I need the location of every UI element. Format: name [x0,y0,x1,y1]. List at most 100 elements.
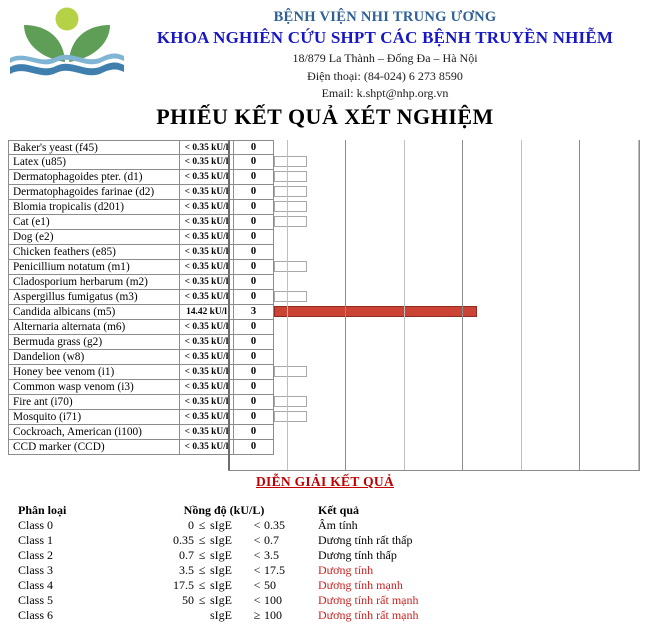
result-label: Dương tính rất mạnh [318,593,419,607]
concentration-cell: < 0.35 kU/l [180,245,234,260]
lower-bound: 50 [182,593,194,607]
table-row: Cockroach, American (i100) < 0.35 kU/l 0 [8,425,640,440]
class-cell: 0 [234,425,274,440]
result-bar [274,396,307,407]
upper-operator: < [253,533,261,547]
analyte-label: sIgE [210,548,232,562]
lower-bound: 17.5 [173,578,194,592]
class-cell: 0 [234,440,274,455]
table-row: CCD marker (CCD) < 0.35 kU/l 0 [8,440,640,455]
table-row: Penicillium notatum (m1) < 0.35 kU/l 0 [8,260,640,275]
concentration-cell: < 0.35 kU/l [180,200,234,215]
allergen-name-cell: Common wasp venom (i3) [8,380,180,395]
class-label: Class 0 [18,518,54,532]
upper-bound: 0.35 [264,518,285,532]
organization-name: BỆNH VIỆN NHI TRUNG ƯƠNG [273,9,497,25]
address-line: 18/879 La Thành – Đống Đa – Hà Nội [292,51,478,65]
result-bar [274,411,307,422]
class-label: Class 1 [18,533,54,547]
allergen-name-cell: Aspergillus fumigatus (m3) [8,290,180,305]
results-chart-board: Baker's yeast (f45) < 0.35 kU/l 0 Latex (u8… [8,140,640,471]
upper-operator: < [253,548,261,562]
chart-cell [274,275,640,290]
allergen-name-cell: Alternaria alternata (m6) [8,320,180,335]
class-label: Class 5 [18,593,54,607]
class-cell: 0 [234,320,274,335]
interpretation-table: Phân loại Nồng độ (kU/L) Kết quả Class 0… [0,503,650,623]
class-cell: 0 [234,155,274,170]
class-label: Class 3 [18,563,54,577]
table-row: Candida albicans (m5) 14.42 kU/l 3 [8,305,640,320]
chart-cell [274,365,640,380]
interpretation-row: Class 1 0.35 ≤ sIgE <0.7 Dương tính rất thấp [0,533,650,548]
class-cell: 0 [234,365,274,380]
class-cell: 0 [234,335,274,350]
class-cell: 0 [234,140,274,155]
upper-bound: 50 [264,578,276,592]
lower-bound: 3.5 [179,563,194,577]
table-row: Mosquito (i71) < 0.35 kU/l 0 [8,410,640,425]
class-cell: 0 [234,230,274,245]
result-bar [274,186,307,197]
header-classification: Phân loại [18,503,67,517]
table-row: Bermuda grass (g2) < 0.35 kU/l 0 [8,335,640,350]
class-label: Class 2 [18,548,54,562]
concentration-cell: < 0.35 kU/l [180,185,234,200]
upper-bound: 3.5 [264,548,279,562]
header-concentration: Nồng độ (kU/L) [183,503,265,517]
chart-cell [274,140,640,155]
allergen-name-cell: Mosquito (i71) [8,410,180,425]
class-cell: 3 [234,305,274,320]
concentration-cell: < 0.35 kU/l [180,425,234,440]
concentration-cell: < 0.35 kU/l [180,260,234,275]
allergen-name-cell: Candida albicans (m5) [8,305,180,320]
allergen-name-cell: Chicken feathers (e85) [8,245,180,260]
result-bar [274,216,307,227]
allergen-name-cell: Cat (e1) [8,215,180,230]
interpretation-row: Class 2 0.7 ≤ sIgE <3.5 Dương tính thấp [0,548,650,563]
chart-cell [274,170,640,185]
chart-cell [274,410,640,425]
analyte-label: sIgE [210,563,232,577]
class-cell: 0 [234,275,274,290]
results-table: Baker's yeast (f45) < 0.35 kU/l 0 Latex (u8… [8,140,640,455]
chart-cell [274,215,640,230]
table-row: Dermatophagoides pter. (d1) < 0.35 kU/l 0 [8,170,640,185]
lower-operator: ≤ [198,533,206,547]
allergen-name-cell: Dog (e2) [8,230,180,245]
lower-operator: ≤ [198,548,206,562]
interpretation-row: Class 6 sIgE ≥100 Dương tính rất mạnh [0,608,650,623]
lower-operator: ≤ [198,518,206,532]
concentration-cell: < 0.35 kU/l [180,440,234,455]
result-bar [274,201,307,212]
result-bar [274,261,307,272]
upper-operator: ≥ [253,608,261,622]
interpretation-row: Class 4 17.5 ≤ sIgE <50 Dương tính mạnh [0,578,650,593]
interpretation-row: Class 0 0 ≤ sIgE <0.35 Âm tính [0,518,650,533]
table-row: Blomia tropicalis (d201) < 0.35 kU/l 0 [8,200,640,215]
document-title: PHIẾU KẾT QUẢ XÉT NGHIỆM [156,104,494,129]
table-row: Cladosporium herbarum (m2) < 0.35 kU/l 0 [8,275,640,290]
concentration-cell: < 0.35 kU/l [180,320,234,335]
phone-line: Điện thoại: (84-024) 6 273 8590 [307,68,463,83]
result-label: Dương tính rất thấp [318,533,413,547]
allergen-name-cell: Fire ant (i70) [8,395,180,410]
concentration-cell: < 0.35 kU/l [180,380,234,395]
interpretation-title: DIỄN GIẢI KẾT QUẢ [255,474,394,489]
allergen-name-cell: Cockroach, American (i100) [8,425,180,440]
upper-operator: < [253,518,261,532]
hospital-logo [8,6,126,80]
allergen-name-cell: Baker's yeast (f45) [8,140,180,155]
class-cell: 0 [234,215,274,230]
concentration-cell: < 0.35 kU/l [180,335,234,350]
class-cell: 0 [234,245,274,260]
concentration-cell: < 0.35 kU/l [180,155,234,170]
class-cell: 0 [234,170,274,185]
email-line: Email: k.shpt@nhp.org.vn [321,86,449,100]
table-row: Baker's yeast (f45) < 0.35 kU/l 0 [8,140,640,155]
class-cell: 0 [234,380,274,395]
table-row: Chicken feathers (e85) < 0.35 kU/l 0 [8,245,640,260]
chart-cell [274,185,640,200]
chart-cell [274,440,640,455]
